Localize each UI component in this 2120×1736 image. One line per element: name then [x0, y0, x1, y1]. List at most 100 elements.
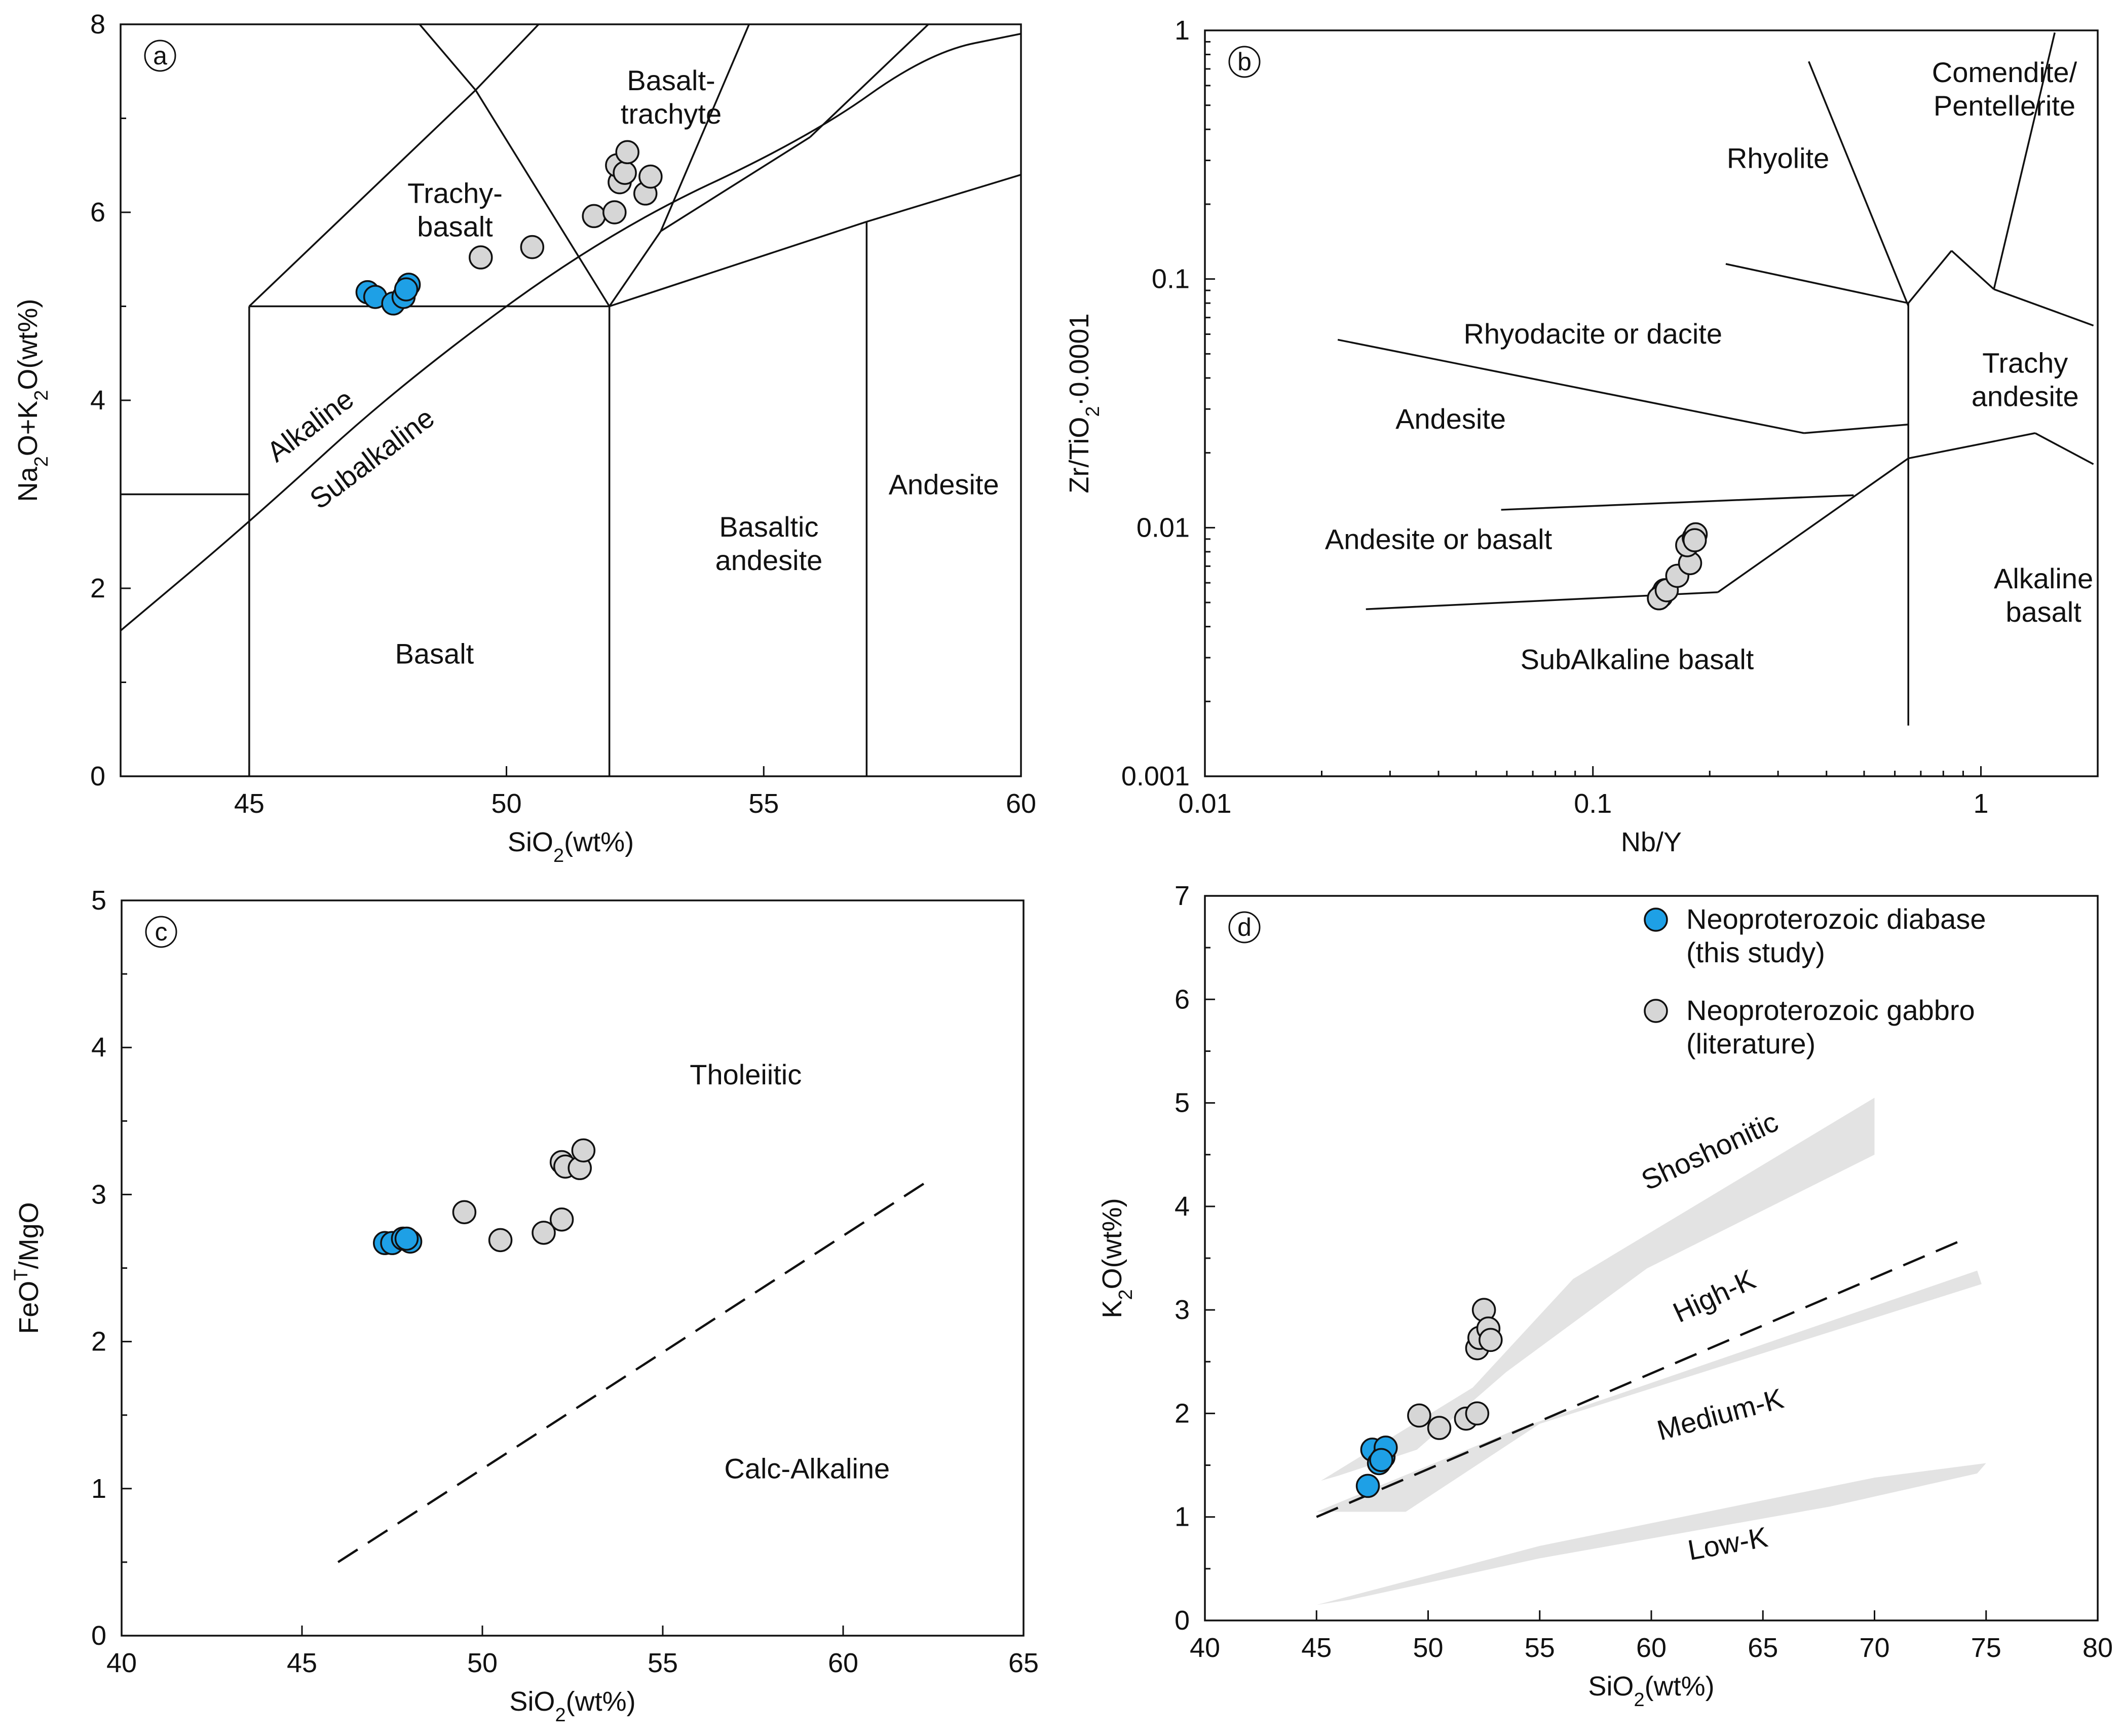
panel-b-y-tick-label-0: 0.001 — [1121, 761, 1190, 791]
panel-c-point-gabbro-1 — [488, 1228, 513, 1253]
panel-b-field-label-6: SubAlkaline basalt — [1521, 643, 1754, 675]
panel-c-y-tick-label-3: 3 — [91, 1179, 106, 1210]
panel-a-field-boundary-11 — [609, 231, 662, 307]
panel-a-y-tick-label-3: 6 — [90, 197, 105, 228]
panel-c-y-tick-label-1: 1 — [91, 1474, 106, 1504]
panel-c-plot-area — [337, 1179, 931, 1563]
panel-c-point-gabbro-0 — [452, 1200, 477, 1224]
panel-d-field-label-2: Medium-K — [1654, 1382, 1787, 1447]
panel-a-tas-diagram: Trachy-basalt Basalt-trachyte Basalt Basalt… — [13, 9, 1036, 866]
panel-a-point-gabbro-0 — [469, 245, 493, 270]
panel-d-legend-text-0-0: Neoproterozoic diabase — [1686, 903, 1986, 935]
panel-a-label: a — [153, 42, 167, 70]
panel-a-y-tick-label-2: 4 — [90, 385, 105, 416]
panel-d-legend: Neoproterozoic diabase(this study) Neopro… — [1644, 903, 1986, 1060]
panel-b-y-tick-label-1: 0.01 — [1137, 512, 1190, 543]
panel-a-field-label-3: Basaltic andesite — [715, 511, 823, 576]
panel-c-point-gabbro-3 — [549, 1207, 574, 1232]
panel-d-x-tick-label-1: 45 — [1301, 1633, 1332, 1663]
panel-b-field-label-4: Andesite — [1395, 403, 1506, 435]
panel-a-point-gabbro-9 — [638, 164, 663, 189]
panel-d-legend-text-0-1: (this study) — [1686, 936, 1825, 968]
panel-d-y-tick-label-6: 6 — [1175, 984, 1190, 1014]
panel-d-y-tick-label-4: 4 — [1175, 1191, 1190, 1222]
panel-c-x-tick-label-2: 50 — [467, 1648, 498, 1678]
panel-c-y-tick-label-4: 4 — [91, 1032, 106, 1063]
panel-d-legend-marker-1 — [1644, 999, 1668, 1023]
panel-a-field-boundary-10 — [418, 24, 476, 91]
panel-a-alkaline-subalkaline-divider — [121, 32, 1021, 631]
panel-b-field-label-2: Rhyodacite or dacite — [1463, 318, 1722, 350]
panel-d-x-axis-title: SiO2(wt%) — [1588, 1671, 1714, 1711]
panel-a-field-boundary-6 — [866, 174, 1021, 223]
panel-b-field-boundary-9 — [1908, 432, 2035, 460]
panel-b-field-boundary-0 — [1808, 61, 1909, 307]
panel-c-dashed-divider-0 — [337, 1179, 931, 1563]
panel-a-series-diabase — [355, 273, 421, 316]
panel-d-x-tick-label-5: 65 — [1748, 1633, 1778, 1663]
panel-d-label: d — [1237, 913, 1252, 941]
panel-b-plot-area — [1337, 32, 2094, 726]
panel-b-zr-tio2-nb-y-diagram: Comendite/Pentellerite Rhyolite Rhyodacite… — [1064, 15, 2099, 857]
panel-d-shaded-band-2 — [1316, 1463, 1986, 1605]
panel-d-series-gabbro — [1407, 1298, 1503, 1440]
panel-b-series-gabbro — [1647, 522, 1708, 611]
panel-a-field-boundary-13 — [660, 136, 811, 232]
panel-d-field-label-1: High-K — [1668, 1263, 1760, 1329]
panel-a-field-label-1: Basalt-trachyte — [621, 64, 722, 130]
panel-c-point-diabase-4 — [394, 1226, 419, 1251]
panel-d-x-tick-label-0: 40 — [1190, 1633, 1220, 1663]
panel-b-field-boundary-3 — [1951, 250, 1995, 290]
panel-c-field-label-0: Tholeiitic — [690, 1059, 802, 1090]
panel-a-x-tick-label-0: 45 — [234, 788, 264, 819]
panel-d-shaded-band-0 — [1321, 1098, 1875, 1481]
panel-c-field-label-1: Calc-Alkaline — [724, 1452, 890, 1484]
panel-d-y-tick-label-5: 5 — [1175, 1088, 1190, 1118]
panel-c-x-tick-label-4: 60 — [828, 1648, 858, 1678]
panel-b-field-label-0: Comendite/Pentellerite — [1932, 56, 2077, 122]
panel-b-frame — [1204, 29, 2099, 777]
panel-b-label: b — [1237, 48, 1252, 76]
panel-a-y-tick-label-1: 2 — [90, 573, 105, 603]
panel-d-legend-text-1-0: Neoproterozoic gabbro — [1686, 994, 1975, 1026]
panel-c-x-axis-title: SiO2(wt%) — [509, 1686, 635, 1726]
panel-b-x-axis-title: Nb/Y — [1621, 827, 1682, 857]
panel-a-point-gabbro-7 — [615, 140, 639, 165]
panel-c-point-gabbro-2 — [532, 1221, 556, 1245]
panel-d-x-tick-label-8: 80 — [2083, 1633, 2113, 1663]
panel-a-y-tick-label-0: 0 — [90, 761, 105, 791]
panel-d-point-gabbro-3 — [1465, 1401, 1490, 1426]
panel-a-x-axis-title: SiO2(wt%) — [508, 827, 634, 866]
panel-b-y-axis-title: Zr/TiO2·0.0001 — [1064, 313, 1104, 493]
panel-b-field-label-7: Alkaline basalt — [1994, 562, 2093, 628]
panel-c-y-tick-label-0: 0 — [91, 1620, 106, 1651]
panel-a-field-label-4: Andesite — [889, 469, 999, 501]
panel-a-y-axis-title: Na2O+K2O(wt%) — [13, 299, 52, 502]
panel-a-field-boundary-4 — [609, 220, 867, 308]
panel-a-field-boundary-12 — [660, 24, 750, 232]
panel-a-plot-area — [121, 24, 1021, 776]
panel-a-label-circle — [144, 40, 176, 72]
panel-c-frame — [121, 899, 1025, 1637]
panel-b-x-tick-label-0: 0.01 — [1178, 788, 1231, 819]
panel-b-label-circle — [1228, 46, 1261, 78]
panel-a-field-boundary-9 — [475, 24, 540, 91]
panel-b-y-tick-label-2: 0.1 — [1152, 264, 1190, 294]
panel-d-series-diabase — [1355, 1436, 1398, 1498]
panel-a-point-gabbro-6 — [613, 161, 637, 185]
panel-c-y-tick-label-2: 2 — [91, 1327, 106, 1357]
panel-b-field-boundary-10 — [2034, 432, 2094, 465]
panel-d-point-diabase-0 — [1355, 1474, 1380, 1498]
panel-a-x-tick-label-3: 60 — [1006, 788, 1036, 819]
panel-b-field-boundary-13 — [1717, 458, 1909, 593]
panel-d-y-tick-label-7: 7 — [1175, 881, 1190, 911]
panel-b-x-tick-label-2: 1 — [1973, 788, 1988, 819]
panel-b-field-boundary-8 — [1804, 423, 1909, 434]
panel-b-field-boundary-11 — [1501, 494, 1854, 511]
panel-c-y-axis-title: FeOT/MgO — [11, 1202, 44, 1334]
panel-d-y-tick-label-0: 0 — [1175, 1605, 1190, 1636]
panel-c-label: c — [155, 918, 168, 946]
